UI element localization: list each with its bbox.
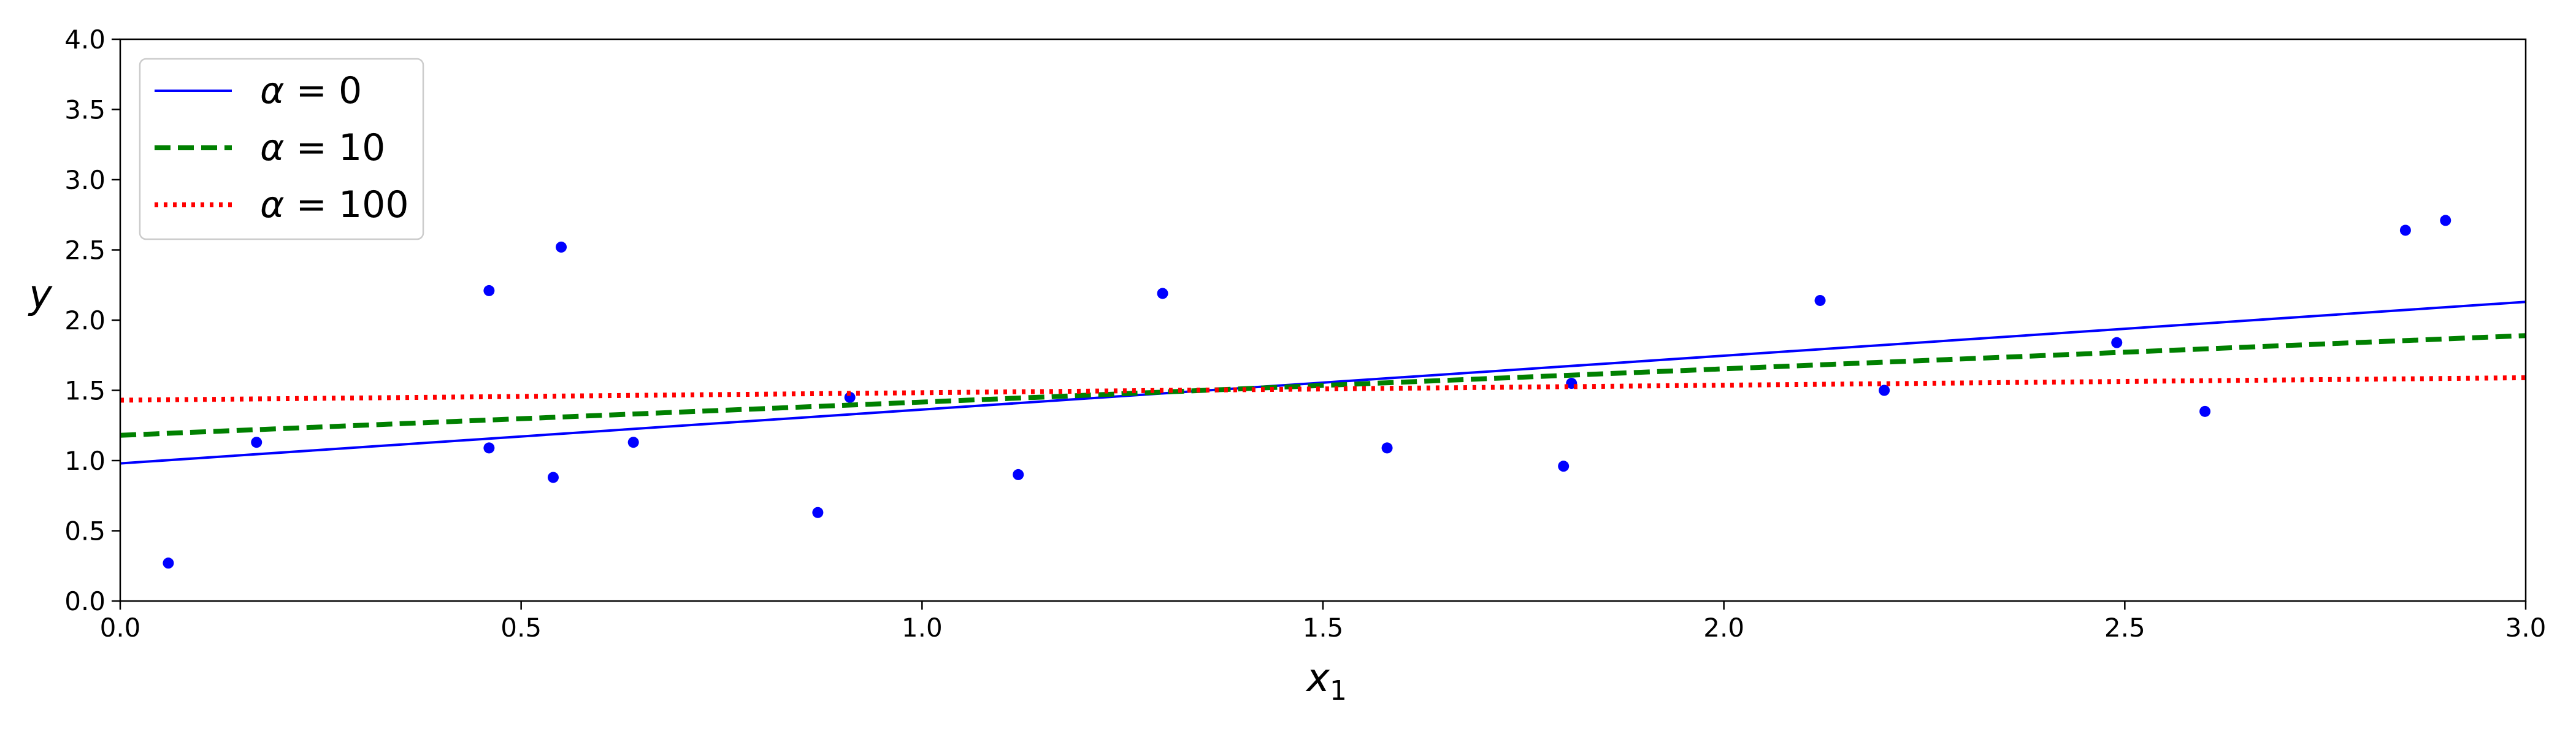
x-axis-title: x1 bbox=[1305, 656, 1347, 706]
data-point bbox=[163, 557, 174, 569]
x-axis-title-subscript: 1 bbox=[1330, 675, 1347, 706]
legend-label-value: = 0 bbox=[285, 69, 362, 112]
legend-label-0: α = 0 bbox=[260, 69, 362, 112]
data-points bbox=[163, 215, 2451, 569]
data-point bbox=[547, 472, 559, 483]
y-tick-label: 1.5 bbox=[64, 376, 105, 406]
data-point bbox=[1814, 294, 1826, 306]
data-point bbox=[2199, 405, 2211, 417]
legend-label-alpha: α bbox=[260, 183, 285, 226]
y-tick-label: 0.5 bbox=[64, 516, 105, 546]
x-tick-label: 0.5 bbox=[500, 613, 542, 643]
fit-line-1 bbox=[120, 333, 2526, 438]
data-point bbox=[1879, 385, 1890, 396]
data-point bbox=[1013, 469, 1024, 480]
legend-label-2: α = 100 bbox=[260, 183, 409, 226]
data-point bbox=[483, 285, 495, 296]
data-point bbox=[1381, 442, 1393, 454]
legend-label-alpha: α bbox=[260, 69, 285, 112]
x-tick-label: 1.5 bbox=[1303, 613, 1344, 643]
y-tick-label: 3.0 bbox=[64, 165, 105, 195]
legend-label-value: = 100 bbox=[285, 183, 409, 226]
legend: α = 0α = 10α = 100 bbox=[139, 58, 424, 240]
x-tick-label: 1.0 bbox=[902, 613, 943, 643]
fit-line-0 bbox=[120, 301, 2526, 465]
data-point bbox=[483, 442, 495, 454]
axis-ticks: 0.0 0.5 1.0 1.5 2.0 2.5 3.0 0.0 0.5 1.0 1.5 2.0 2.5 3… bbox=[64, 25, 2546, 643]
plot-frame bbox=[119, 38, 2527, 602]
x-tick-label: 2.0 bbox=[1703, 613, 1744, 643]
data-point bbox=[1157, 288, 1168, 299]
legend-label-alpha: α bbox=[260, 126, 285, 169]
x-tick-label: 2.5 bbox=[2104, 613, 2145, 643]
data-point bbox=[251, 437, 263, 448]
data-point bbox=[2111, 337, 2123, 348]
y-axis-title: y bbox=[28, 272, 53, 318]
y-tick-label: 4.0 bbox=[64, 25, 105, 55]
legend-label-value: = 10 bbox=[285, 126, 386, 169]
y-tick-label: 2.0 bbox=[64, 305, 105, 335]
fit-line-2 bbox=[120, 375, 2526, 403]
plot-area bbox=[119, 38, 2527, 602]
y-tick-label: 3.5 bbox=[64, 95, 105, 125]
data-point bbox=[2399, 224, 2411, 236]
legend-label-1: α = 10 bbox=[260, 126, 385, 169]
data-point bbox=[627, 437, 639, 448]
fit-lines bbox=[120, 301, 2526, 465]
y-tick-label: 2.5 bbox=[64, 235, 105, 266]
data-point bbox=[556, 241, 567, 253]
data-point bbox=[2440, 215, 2451, 226]
y-tick-label: 0.0 bbox=[64, 586, 105, 616]
data-point bbox=[812, 507, 824, 518]
x-tick-label: 0.0 bbox=[100, 613, 141, 643]
data-point bbox=[1558, 461, 1570, 472]
x-tick-label: 3.0 bbox=[2505, 613, 2547, 643]
legend-box bbox=[139, 58, 424, 240]
y-tick-label: 1.0 bbox=[64, 446, 105, 476]
